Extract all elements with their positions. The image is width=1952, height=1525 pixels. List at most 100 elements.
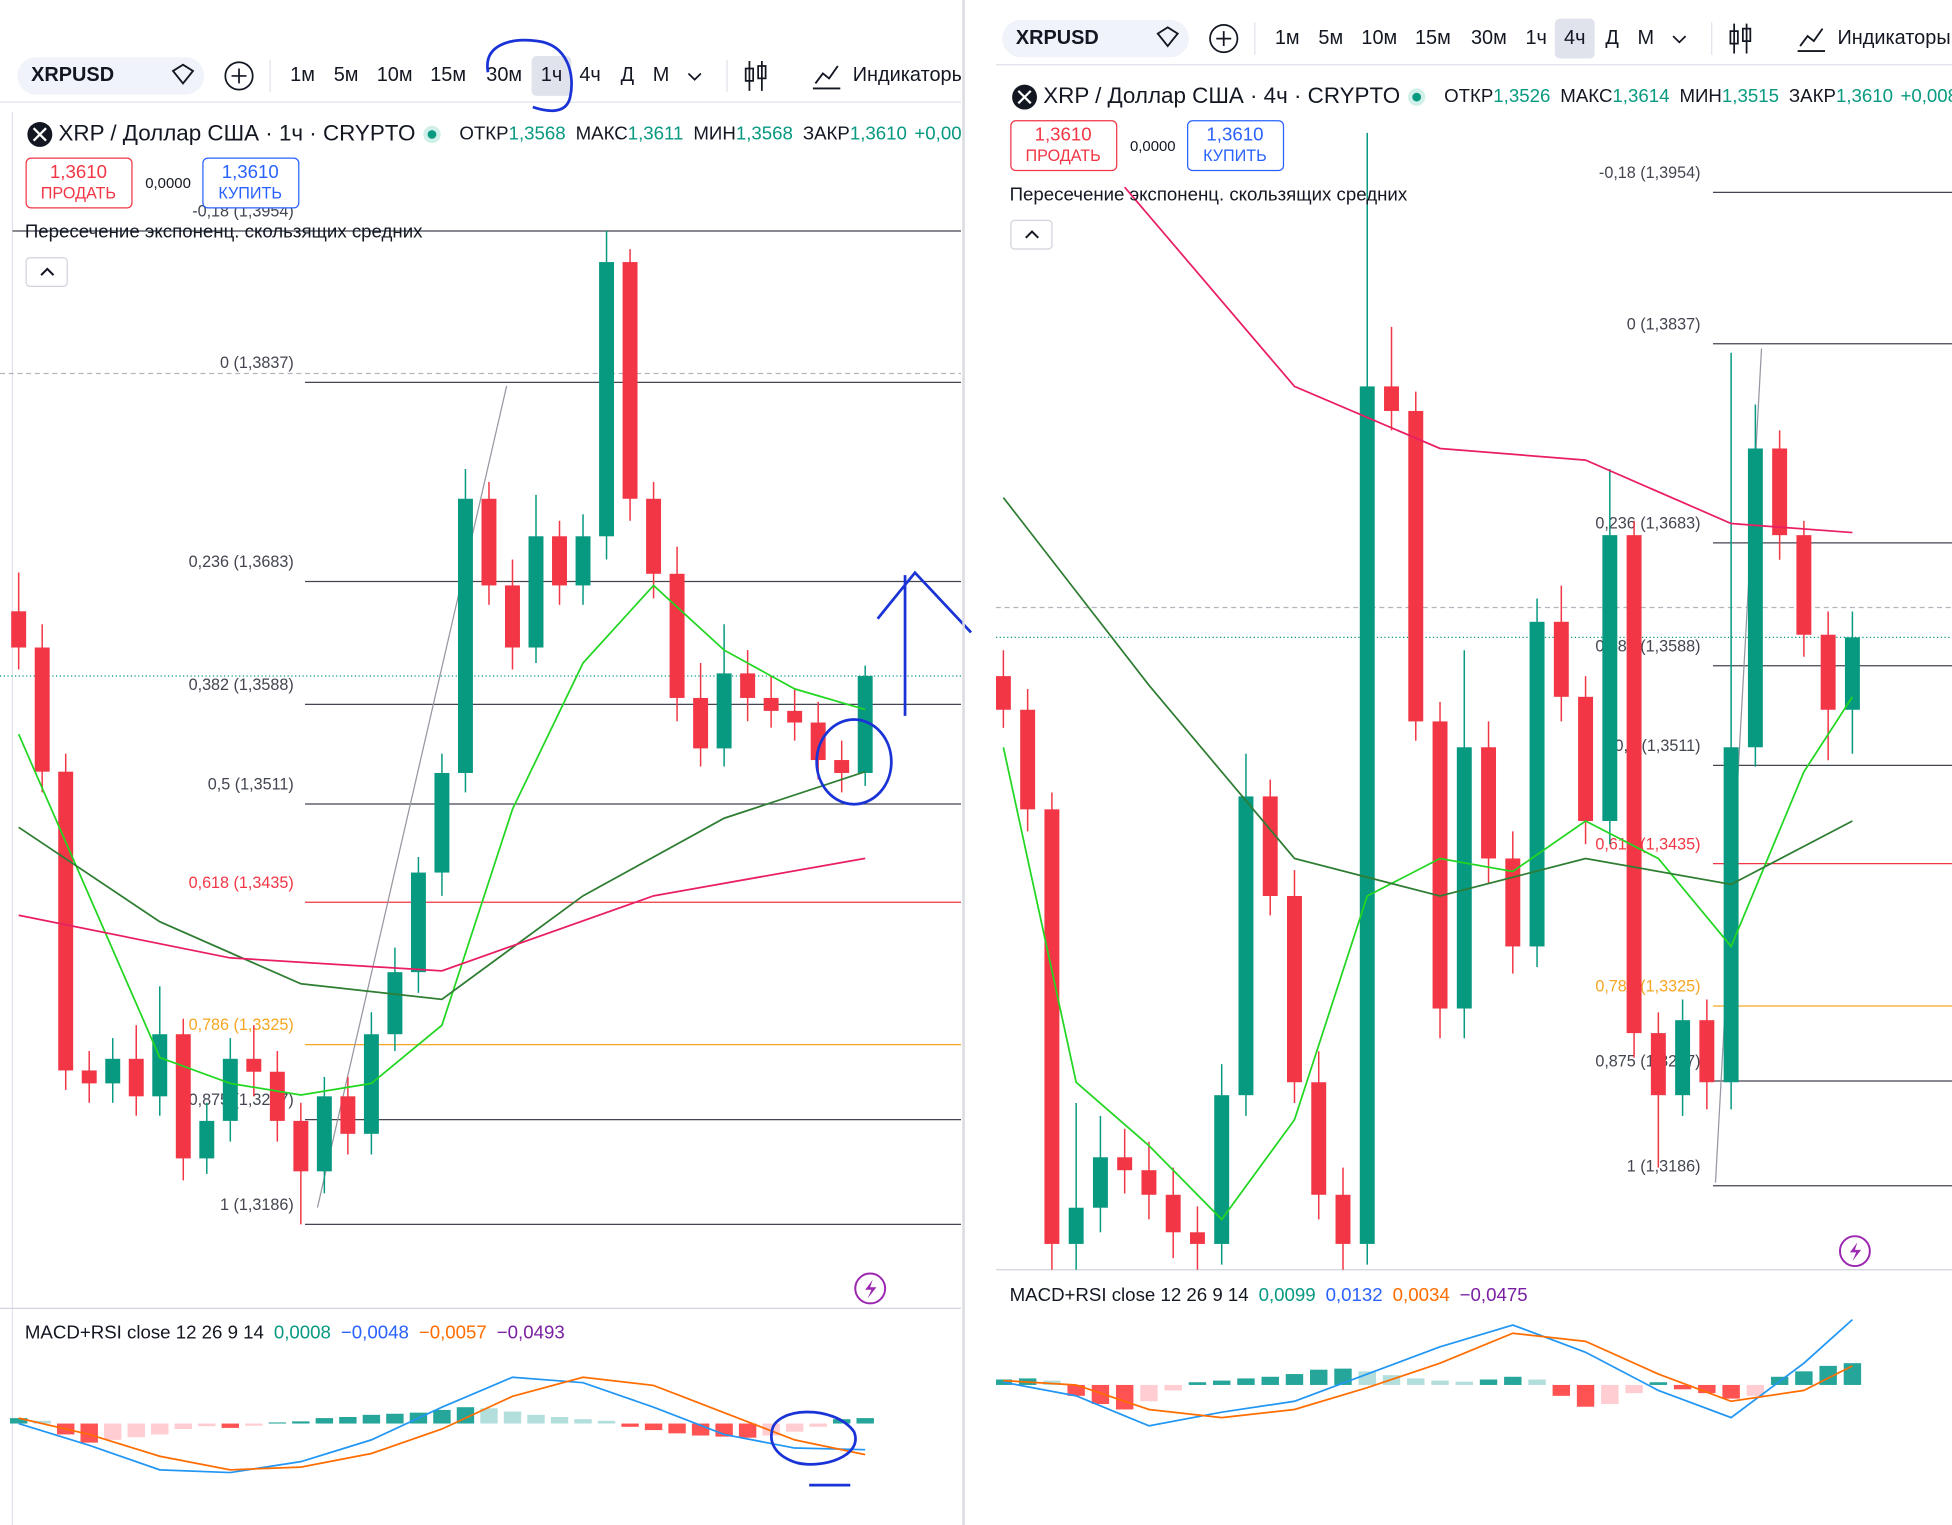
- timeframe-button[interactable]: 5м: [334, 64, 359, 86]
- chart-type-button[interactable]: [1729, 23, 1752, 54]
- candle-body: [316, 1096, 332, 1172]
- macd-histogram-bar: [151, 1423, 169, 1435]
- timeframe-dropdown[interactable]: [1672, 35, 1687, 44]
- timeframe-button[interactable]: Д: [621, 64, 635, 86]
- add-symbol-button[interactable]: [224, 61, 254, 91]
- macd-histogram-bar: [574, 1419, 592, 1424]
- symbol-icon: [171, 63, 195, 85]
- macd-histogram-bar: [433, 1409, 451, 1424]
- candle-body: [693, 697, 709, 749]
- candle-body: [552, 536, 567, 586]
- candle-body: [1335, 1194, 1351, 1244]
- candle-body: [1359, 386, 1375, 1244]
- fib-level-label: 0,5 (1,3511): [208, 776, 294, 794]
- ohlc-label: ОТКР: [459, 122, 508, 143]
- chart-type-button[interactable]: [744, 61, 767, 91]
- macd-histogram-bar: [644, 1423, 663, 1431]
- candle-body: [763, 697, 779, 711]
- macd-readout: −0,0493: [497, 1321, 565, 1342]
- sell-button[interactable]: [25, 157, 133, 209]
- indicator-title: Пересечение экспоненц. скользящих средни…: [25, 221, 423, 242]
- macd-readout: 0,0034: [1393, 1284, 1450, 1305]
- macd-histogram-bar: [668, 1423, 686, 1434]
- timeframe-button[interactable]: Д: [1605, 27, 1619, 49]
- timeframe-button[interactable]: 4ч: [1564, 27, 1585, 49]
- ohlc-label: МАКС: [1560, 85, 1612, 106]
- buy-button[interactable]: [1187, 120, 1285, 172]
- candle-body: [269, 1071, 285, 1121]
- candle-body: [575, 536, 591, 586]
- timeframe-button[interactable]: 1м: [290, 64, 315, 86]
- macd-histogram-bar: [1115, 1384, 1134, 1410]
- candle-body: [1432, 721, 1448, 1009]
- macd-histogram-bar: [9, 1418, 28, 1424]
- symbol[interactable]: XRPUSD: [31, 64, 114, 86]
- candle-body: [1505, 858, 1521, 947]
- timeframe-button[interactable]: 1ч: [1525, 27, 1546, 49]
- timeframe-button[interactable]: 4ч: [579, 64, 600, 86]
- candle-body: [1311, 1082, 1327, 1195]
- spread: 0,0000: [145, 175, 191, 192]
- ohlc-row: ОТКР1,3526 МАКС1,3614 МИН1,3515 ЗАКР1,3610 +…: [1444, 85, 1952, 106]
- macd-histogram-bar: [1431, 1380, 1449, 1385]
- candle-body: [11, 611, 27, 648]
- macd-histogram-bar: [1285, 1374, 1304, 1385]
- timeframe-button[interactable]: 15м: [1415, 27, 1451, 49]
- collapse-button[interactable]: [25, 257, 68, 287]
- timeframe-button[interactable]: 1ч: [541, 64, 562, 86]
- chart-window-canvas: -0,18 (1,3954)0 (1,3837)0,236 (1,3683)0,…: [0, 56, 962, 1525]
- candle-body: [834, 760, 850, 773]
- timeframe-button[interactable]: 10м: [1361, 27, 1397, 49]
- macd-histogram-bar: [292, 1421, 310, 1424]
- candle-body: [34, 647, 50, 772]
- macd-histogram-bar: [33, 1420, 51, 1424]
- macd-title: MACD+RSI close 12 26 9 14: [1010, 1284, 1249, 1305]
- macd-histogram-bar: [245, 1423, 263, 1426]
- macd-histogram-bar: [1673, 1384, 1692, 1390]
- macd-histogram-bar: [1188, 1382, 1207, 1385]
- timeframe-button[interactable]: 10м: [377, 64, 413, 86]
- macd-histogram-bar: [1795, 1371, 1813, 1385]
- timeframe-button[interactable]: 30м: [486, 64, 522, 86]
- macd-histogram-bar: [1067, 1384, 1085, 1396]
- collapse-button[interactable]: [1010, 219, 1053, 250]
- timeframe-dropdown[interactable]: [687, 72, 702, 81]
- candle-body: [1772, 448, 1788, 536]
- moving-average-line: [18, 857, 866, 972]
- macd-histogram-bar: [1479, 1379, 1498, 1385]
- fib-trendline: [316, 385, 508, 1208]
- candle-body: [1675, 1020, 1691, 1096]
- symbol-search: [1002, 19, 1189, 58]
- macd-histogram-bar: [198, 1423, 216, 1427]
- macd-histogram-bar: [221, 1423, 240, 1428]
- ohlc-value: 1,3526: [1493, 85, 1550, 106]
- candle-body: [528, 536, 544, 648]
- buy-button[interactable]: [202, 157, 300, 209]
- timeframe-button[interactable]: 5м: [1318, 27, 1343, 49]
- timeframe-button[interactable]: М: [1637, 27, 1654, 49]
- timeframe-button[interactable]: 30м: [1471, 27, 1507, 49]
- timeframe-button[interactable]: 15м: [430, 64, 466, 86]
- timeframe-button[interactable]: М: [653, 64, 670, 86]
- macd-histogram-bar: [832, 1419, 851, 1424]
- macd-histogram-bar: [1455, 1381, 1473, 1385]
- moving-average-line: [18, 770, 866, 1001]
- timeframe-button[interactable]: 1м: [1275, 27, 1300, 49]
- macd-histogram-bar: [1358, 1371, 1376, 1385]
- active-timeframe-bg: [1554, 18, 1595, 59]
- sell-price: 1,3610: [50, 161, 107, 182]
- symbol[interactable]: XRPUSD: [1016, 27, 1099, 49]
- candle-body: [481, 498, 497, 586]
- collapse-chevron: [40, 267, 55, 276]
- indicators-button[interactable]: Индикаторы: [1837, 27, 1950, 49]
- ohlc-value: 1,3568: [509, 122, 566, 143]
- candle-body: [1287, 896, 1302, 1083]
- candle-body: [1529, 621, 1545, 947]
- candle-body: [1820, 634, 1836, 710]
- add-symbol-button[interactable]: [1209, 24, 1239, 54]
- sell-button[interactable]: [1010, 120, 1118, 172]
- indicators-button[interactable]: Индикаторы: [853, 64, 961, 86]
- symbol-search: [17, 57, 205, 95]
- indicators-icon: [812, 65, 841, 90]
- candle-body: [1020, 709, 1036, 810]
